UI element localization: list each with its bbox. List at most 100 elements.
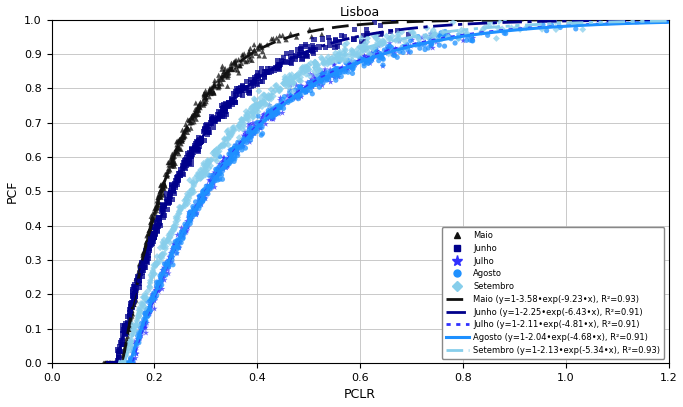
Point [348, 48, 359, 55]
Point [158, 267, 169, 273]
Point [214, 113, 225, 119]
Point [195, 101, 206, 108]
Point [144, 283, 155, 290]
Point [129, 290, 140, 296]
Point [278, 80, 289, 87]
Point [347, 70, 358, 77]
Point [120, 331, 130, 337]
Point [155, 245, 166, 251]
Point [180, 196, 191, 203]
Legend: Maio, Junho, Julho, Agosto, Setembro, Maio (y=1-3.58•exp(-9.23•x), R²=0.93), Jun: Maio, Junho, Julho, Agosto, Setembro, Ma… [442, 227, 665, 359]
Point [145, 219, 156, 225]
Point [167, 249, 178, 255]
Point [305, 84, 316, 91]
Point [237, 51, 248, 58]
Point [337, 54, 348, 60]
Point [322, 74, 333, 80]
Point [283, 84, 294, 91]
Point [182, 194, 193, 200]
Point [240, 138, 251, 144]
Point [128, 357, 139, 364]
Point [245, 126, 256, 132]
Point [171, 239, 182, 246]
Point [186, 213, 197, 220]
Point [252, 128, 263, 134]
Point [129, 347, 140, 353]
Point [119, 324, 130, 330]
Point [143, 288, 154, 294]
Point [506, 24, 517, 31]
Point [141, 318, 152, 324]
Point [189, 112, 199, 118]
Point [117, 360, 128, 366]
Point [238, 123, 249, 129]
Point [273, 61, 284, 68]
Point [201, 190, 212, 197]
Point [134, 278, 145, 284]
Point [331, 73, 342, 79]
Point [161, 198, 172, 205]
Point [145, 284, 156, 291]
Point [103, 360, 114, 366]
Point [175, 239, 186, 245]
Point [184, 210, 195, 216]
Point [121, 325, 132, 332]
Point [403, 43, 414, 49]
Point [413, 36, 424, 43]
Point [158, 202, 169, 209]
Point [158, 236, 169, 243]
Point [234, 87, 245, 93]
Point [126, 302, 137, 309]
Point [217, 168, 227, 175]
Point [290, 90, 301, 97]
Point [114, 360, 125, 366]
Point [116, 360, 127, 366]
Point [553, 18, 564, 24]
Point [130, 348, 141, 354]
Point [104, 360, 115, 366]
Point [212, 171, 223, 178]
Point [358, 57, 369, 63]
Point [313, 72, 324, 79]
Point [229, 99, 240, 105]
Point [164, 254, 175, 260]
Point [270, 104, 281, 111]
Point [113, 348, 124, 355]
Point [340, 59, 351, 66]
Point [208, 172, 219, 179]
Point [148, 238, 158, 245]
Point [113, 360, 124, 366]
Point [137, 267, 148, 274]
Point [195, 135, 206, 142]
Point [137, 257, 148, 264]
Point [180, 203, 191, 209]
Point [152, 258, 163, 265]
Point [234, 63, 245, 69]
Point [195, 197, 206, 203]
Point [299, 63, 310, 70]
Point [141, 309, 152, 315]
Point [123, 346, 134, 352]
Point [461, 37, 472, 44]
Point [193, 137, 204, 144]
Point [152, 222, 163, 229]
Point [128, 301, 139, 308]
Point [164, 199, 175, 206]
Point [314, 66, 325, 73]
Point [130, 291, 141, 298]
Point [281, 97, 292, 104]
Point [362, 59, 373, 66]
Point [375, 22, 386, 28]
Point [272, 107, 283, 114]
Point [232, 152, 243, 159]
Point [99, 360, 110, 366]
Point [195, 138, 206, 144]
Point [139, 322, 150, 328]
Point [192, 202, 203, 208]
Point [238, 136, 249, 142]
Point [316, 78, 326, 84]
Point [135, 308, 145, 314]
Point [379, 47, 390, 53]
Point [343, 60, 354, 66]
Point [186, 151, 197, 158]
